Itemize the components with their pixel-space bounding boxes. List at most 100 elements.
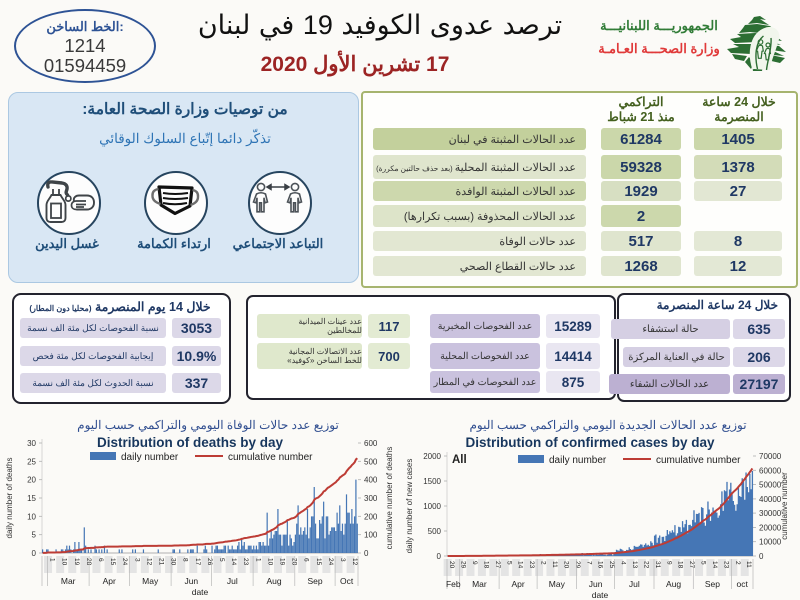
svg-text:30000: 30000 bbox=[759, 509, 782, 518]
svg-text:12: 12 bbox=[145, 558, 152, 566]
svg-text:28: 28 bbox=[291, 558, 298, 566]
svg-text:May: May bbox=[549, 579, 566, 589]
svg-text:25: 25 bbox=[27, 457, 36, 466]
svg-text:15: 15 bbox=[109, 558, 116, 566]
svg-text:100: 100 bbox=[364, 531, 378, 540]
svg-text:7: 7 bbox=[585, 561, 592, 565]
svg-text:29: 29 bbox=[574, 561, 581, 569]
svg-text:6: 6 bbox=[303, 558, 310, 562]
svg-text:23: 23 bbox=[722, 561, 729, 569]
svg-text:Oct: Oct bbox=[340, 576, 354, 586]
svg-text:3: 3 bbox=[133, 558, 140, 562]
svg-text:Sep: Sep bbox=[705, 579, 720, 589]
svg-text:16: 16 bbox=[597, 561, 604, 569]
svg-text:daily number of deaths: daily number of deaths bbox=[5, 458, 14, 539]
svg-text:2: 2 bbox=[734, 561, 741, 565]
svg-text:23: 23 bbox=[242, 558, 249, 566]
svg-text:Jun: Jun bbox=[589, 579, 603, 589]
svg-text:27: 27 bbox=[494, 561, 501, 569]
svg-text:31: 31 bbox=[654, 561, 661, 569]
svg-text:50000: 50000 bbox=[759, 481, 782, 490]
svg-text:8: 8 bbox=[182, 558, 189, 562]
svg-text:May: May bbox=[142, 576, 159, 586]
svg-text:18: 18 bbox=[482, 561, 489, 569]
svg-text:0: 0 bbox=[437, 552, 442, 561]
svg-text:5: 5 bbox=[700, 561, 707, 565]
svg-text:Jun: Jun bbox=[184, 576, 198, 586]
svg-text:29: 29 bbox=[460, 561, 467, 569]
svg-text:Mar: Mar bbox=[472, 579, 487, 589]
svg-text:10: 10 bbox=[61, 558, 68, 566]
svg-text:60000: 60000 bbox=[759, 466, 782, 475]
svg-text:22: 22 bbox=[642, 561, 649, 569]
svg-text:70000: 70000 bbox=[759, 452, 782, 461]
svg-text:25: 25 bbox=[608, 561, 615, 569]
svg-text:10: 10 bbox=[266, 558, 273, 566]
svg-text:Distribution of confirmed case: Distribution of confirmed cases by day bbox=[465, 435, 715, 450]
svg-text:daily number of new cases: daily number of new cases bbox=[405, 459, 414, 554]
svg-text:19: 19 bbox=[278, 558, 285, 566]
svg-text:28: 28 bbox=[85, 558, 92, 566]
svg-text:12: 12 bbox=[351, 558, 358, 566]
svg-text:4: 4 bbox=[620, 561, 627, 565]
svg-text:0: 0 bbox=[32, 549, 37, 558]
svg-text:24: 24 bbox=[121, 558, 128, 566]
svg-text:13: 13 bbox=[631, 561, 638, 569]
svg-text:1000: 1000 bbox=[423, 502, 441, 511]
svg-text:9: 9 bbox=[471, 561, 478, 565]
svg-text:cumulative number: cumulative number bbox=[228, 452, 313, 463]
svg-text:26: 26 bbox=[206, 558, 213, 566]
svg-text:40000: 40000 bbox=[759, 495, 782, 504]
svg-text:cumulative number: cumulative number bbox=[780, 472, 789, 540]
svg-text:2000: 2000 bbox=[423, 452, 441, 461]
svg-text:24: 24 bbox=[327, 558, 334, 566]
svg-text:20000: 20000 bbox=[759, 523, 782, 532]
svg-text:14: 14 bbox=[230, 558, 237, 566]
svg-text:200: 200 bbox=[364, 512, 378, 521]
svg-text:Feb: Feb bbox=[446, 579, 461, 589]
svg-text:6: 6 bbox=[97, 558, 104, 562]
svg-text:19: 19 bbox=[73, 558, 80, 566]
svg-text:Mar: Mar bbox=[61, 576, 76, 586]
svg-text:Sep: Sep bbox=[307, 576, 322, 586]
svg-text:date: date bbox=[192, 587, 209, 597]
svg-text:Apr: Apr bbox=[103, 576, 116, 586]
svg-text:cumulative number of deaths: cumulative number of deaths bbox=[385, 447, 394, 550]
svg-text:1: 1 bbox=[49, 558, 56, 562]
svg-text:9: 9 bbox=[665, 561, 672, 565]
svg-text:600: 600 bbox=[364, 439, 378, 448]
svg-text:Distribution of deaths by day: Distribution of deaths by day bbox=[97, 435, 284, 450]
svg-text:500: 500 bbox=[428, 527, 442, 536]
svg-text:توزيع عدد الحالات الجديدة اليو: توزيع عدد الحالات الجديدة اليومي والتراك… bbox=[469, 418, 746, 432]
svg-text:17: 17 bbox=[194, 558, 201, 566]
svg-text:21: 21 bbox=[157, 558, 164, 566]
svg-text:Jul: Jul bbox=[227, 576, 238, 586]
svg-text:Jul: Jul bbox=[629, 579, 640, 589]
svg-text:500: 500 bbox=[364, 457, 378, 466]
svg-text:All: All bbox=[452, 454, 467, 466]
svg-text:23: 23 bbox=[528, 561, 535, 569]
svg-text:cumulative number: cumulative number bbox=[656, 455, 741, 466]
svg-text:1: 1 bbox=[254, 558, 261, 562]
svg-text:date: date bbox=[592, 590, 609, 600]
svg-text:3: 3 bbox=[339, 558, 346, 562]
svg-text:1500: 1500 bbox=[423, 477, 441, 486]
svg-text:30: 30 bbox=[170, 558, 177, 566]
svg-text:10: 10 bbox=[27, 512, 36, 521]
svg-text:400: 400 bbox=[364, 476, 378, 485]
svg-text:15: 15 bbox=[315, 558, 322, 566]
svg-text:10000: 10000 bbox=[759, 538, 782, 547]
svg-text:Apr: Apr bbox=[511, 579, 524, 589]
svg-text:2: 2 bbox=[540, 561, 547, 565]
svg-text:oct: oct bbox=[737, 579, 749, 589]
svg-text:daily number: daily number bbox=[121, 452, 179, 463]
svg-text:5: 5 bbox=[32, 531, 37, 540]
svg-text:30: 30 bbox=[27, 439, 36, 448]
svg-text:Aug: Aug bbox=[266, 576, 281, 586]
svg-text:0: 0 bbox=[364, 549, 369, 558]
svg-text:15: 15 bbox=[27, 494, 36, 503]
svg-text:27: 27 bbox=[688, 561, 695, 569]
svg-text:14: 14 bbox=[711, 561, 718, 569]
svg-text:20: 20 bbox=[562, 561, 569, 569]
svg-text:5: 5 bbox=[218, 558, 225, 562]
